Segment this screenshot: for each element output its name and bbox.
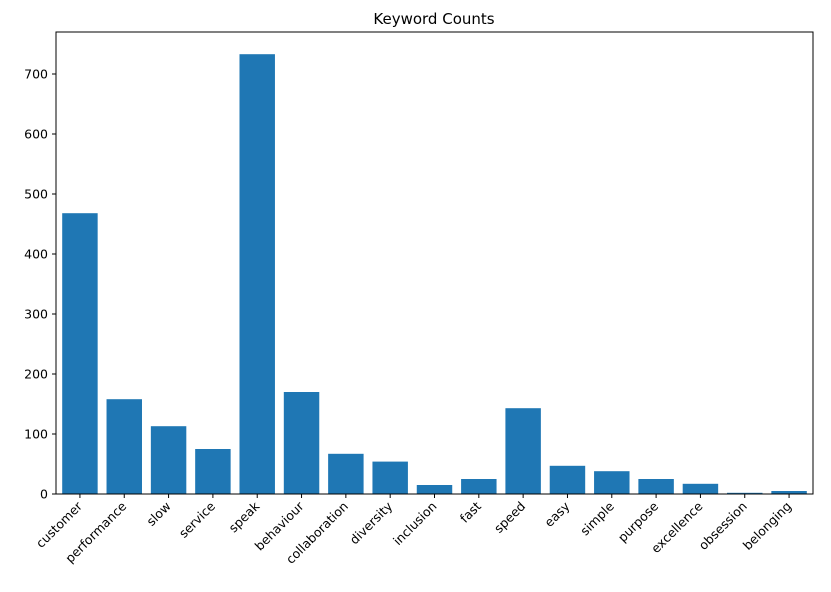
y-tick-label: 600 (24, 127, 48, 142)
bar-obsession (727, 492, 763, 494)
y-tick-label: 0 (40, 487, 48, 502)
bars (62, 54, 807, 494)
x-tick-label: easy (541, 498, 573, 530)
x-tick-label: slow (143, 499, 173, 529)
x-tick-label: speak (226, 498, 263, 535)
y-tick-label: 400 (24, 247, 48, 262)
y-tick-label: 700 (24, 67, 48, 82)
x-tick-label: fast (457, 498, 484, 525)
plot-frame (55, 31, 814, 495)
x-tick-label: service (176, 498, 218, 540)
y-axis-ticks: 0 100 200 300 400 500 600 700 (24, 67, 56, 502)
bar-belonging (771, 491, 807, 494)
x-tick-label: simple (577, 498, 617, 538)
x-tick-label: speed (491, 499, 528, 536)
bar-customer (62, 213, 98, 494)
bar-fast (461, 479, 497, 494)
bar-inclusion (416, 485, 453, 494)
bar-speak (239, 54, 275, 494)
x-tick-label: inclusion (390, 499, 440, 549)
bar-collaboration (328, 453, 364, 494)
bar-diversity (372, 461, 408, 494)
chart-title: Keyword Counts (373, 10, 494, 28)
bar-purpose (638, 479, 674, 494)
bar-performance (106, 399, 142, 494)
x-tick-label: diversity (347, 498, 396, 547)
y-tick-label: 300 (24, 307, 48, 322)
bar-easy (549, 465, 586, 494)
bar-excellence (682, 483, 719, 494)
y-tick-label: 100 (24, 427, 48, 442)
bar-slow (150, 426, 187, 494)
y-tick-label: 500 (24, 187, 48, 202)
bar-speed (505, 408, 541, 494)
y-tick-label: 200 (24, 367, 48, 382)
bar-simple (594, 471, 630, 494)
bar-behaviour (283, 392, 320, 494)
bar-service (195, 449, 231, 494)
x-tick-label: belonging (740, 499, 794, 553)
